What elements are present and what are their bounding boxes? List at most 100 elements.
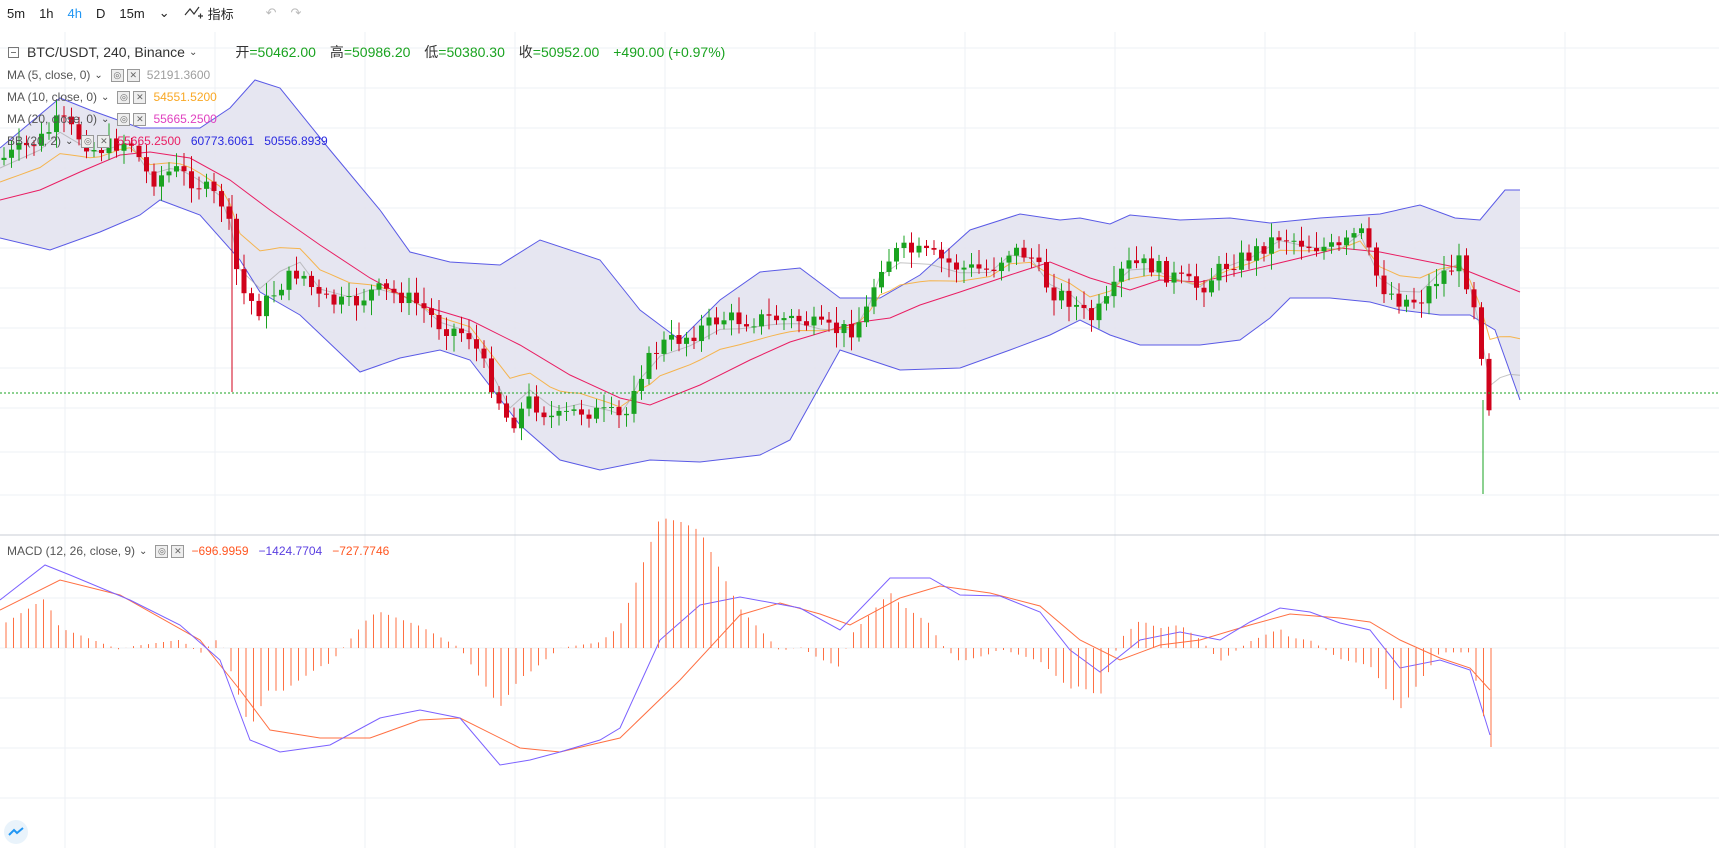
macd-dropdown-icon[interactable]: ⌄ (139, 545, 148, 557)
candle-body (684, 337, 689, 344)
candle-body (1066, 290, 1072, 307)
study-settings-icon[interactable]: ◎ (110, 68, 124, 82)
candle-body (751, 326, 757, 328)
candle-body (819, 316, 824, 320)
candle-body (286, 270, 292, 290)
candle-body (1411, 299, 1417, 303)
study-ma5[interactable]: MA (5, close, 0) ⌄ ◎ ✕ 52191.3600 (7, 68, 220, 82)
candle-body (774, 315, 779, 321)
candle-body (136, 145, 142, 158)
candle-body (1194, 276, 1199, 288)
candle-body (489, 358, 494, 393)
study-bb-basis-value: 55665.2500 (117, 134, 181, 148)
candle-body (474, 339, 479, 349)
study-ma5-value: 52191.3600 (146, 68, 211, 82)
candle-body (361, 300, 367, 306)
study-remove-icon[interactable]: ✕ (171, 544, 185, 558)
candle-body (886, 261, 892, 272)
candle-body (429, 308, 434, 315)
indicators-button[interactable]: 指标 (177, 4, 241, 23)
study-remove-icon[interactable]: ✕ (97, 134, 111, 148)
study-settings-icon[interactable]: ◎ (155, 544, 169, 558)
macd-legend[interactable]: MACD (12, 26, close, 9) ⌄ ◎ ✕ −696.9959 −1… (7, 544, 399, 558)
interval-dropdown-icon[interactable]: ⌄ (158, 5, 170, 20)
candle-body (384, 283, 389, 289)
candle-body (166, 171, 172, 176)
candle-body (61, 115, 67, 117)
study-remove-icon[interactable]: ✕ (133, 112, 147, 126)
candle-body (1014, 247, 1019, 256)
study-ma10[interactable]: MA (10, close, 0) ⌄ ◎ ✕ 54551.5200 (7, 90, 227, 104)
symbol-title[interactable]: BTC/USDT, 240, Binance (27, 44, 185, 60)
macd-line-value: −1424.7704 (258, 544, 323, 558)
study-ma20-dropdown-icon[interactable]: ⌄ (101, 113, 110, 125)
candle-body (1419, 302, 1424, 304)
candle-body (1231, 269, 1237, 271)
candle-body (1351, 233, 1357, 238)
candle-body (1134, 260, 1139, 264)
study-settings-icon[interactable]: ◎ (117, 112, 131, 126)
candle-body (999, 262, 1004, 272)
candle-body (961, 267, 967, 270)
candle-body (451, 328, 457, 336)
bollinger-basis-line (0, 151, 1521, 406)
interval-15m[interactable]: 15m (119, 5, 145, 21)
candle-body (369, 289, 374, 301)
chart-area[interactable] (0, 32, 1719, 848)
macd-signal-value: −727.7746 (332, 544, 390, 558)
candle-body (834, 322, 839, 334)
study-remove-icon[interactable]: ✕ (126, 68, 140, 82)
candle-body (294, 270, 299, 279)
interval-5m[interactable]: 5m (7, 5, 26, 21)
redo-icon[interactable]: ↷ (290, 5, 302, 20)
candle-body (181, 166, 187, 172)
brand-logo[interactable] (4, 820, 28, 844)
study-ma5-dropdown-icon[interactable]: ⌄ (94, 69, 103, 81)
macd-line (0, 564, 1491, 766)
candle-body (69, 116, 74, 125)
candle-body (504, 403, 509, 418)
candle-body (339, 296, 344, 305)
candle-body (1021, 247, 1027, 258)
candle-body (1374, 247, 1379, 276)
undo-icon[interactable]: ↶ (265, 5, 277, 20)
study-bb-dropdown-icon[interactable]: ⌄ (65, 135, 74, 147)
candle-body (459, 328, 464, 334)
candle-body (804, 321, 809, 326)
candle-body (376, 283, 382, 290)
collapse-icon[interactable] (8, 46, 19, 58)
study-bb[interactable]: BB (20, 2) ⌄ ◎ ✕ 55665.2500 60773.6061 505… (7, 134, 338, 148)
candle-body (1321, 246, 1327, 252)
study-settings-icon[interactable]: ◎ (81, 134, 95, 148)
change-value: +490.00 (+0.97%) (613, 44, 726, 60)
interval-1d[interactable]: D (96, 5, 106, 21)
candle-body (1291, 240, 1297, 242)
interval-4h[interactable]: 4h (67, 5, 82, 21)
candle-body (841, 324, 847, 334)
candle-body (481, 348, 487, 359)
study-ma20[interactable]: MA (20, close, 0) ⌄ ◎ ✕ 55665.2500 (7, 112, 227, 126)
candle-body (789, 315, 794, 319)
study-remove-icon[interactable]: ✕ (133, 90, 147, 104)
candle-body (436, 314, 442, 330)
candle-body (811, 316, 817, 326)
candle-body (691, 337, 697, 342)
candle-body (414, 292, 419, 304)
candle-body (609, 407, 614, 409)
candle-body (946, 258, 952, 263)
candle-body (76, 124, 82, 140)
candle-body (39, 133, 44, 146)
bollinger-upper-line (0, 79, 1520, 341)
interval-1h[interactable]: 1h (39, 5, 54, 21)
candle-body (1179, 272, 1184, 274)
candle-body (976, 264, 982, 269)
study-ma10-dropdown-icon[interactable]: ⌄ (101, 91, 110, 103)
study-settings-icon[interactable]: ◎ (117, 90, 131, 104)
candle-body (1269, 237, 1274, 254)
open-value: =50462.00 (249, 44, 316, 60)
close-label: 收 (518, 44, 533, 60)
candle-body (1426, 286, 1432, 304)
candle-body (9, 149, 14, 158)
candle-body (421, 303, 427, 309)
symbol-dropdown-icon[interactable]: ⌄ (188, 46, 198, 58)
